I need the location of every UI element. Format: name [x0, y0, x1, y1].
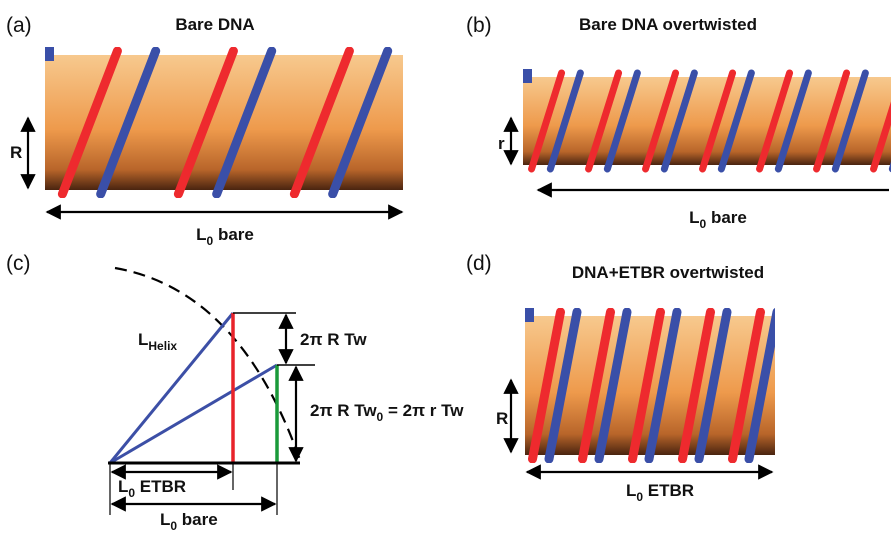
- strand-blue: [660, 69, 698, 173]
- strand-red: [699, 69, 737, 173]
- strand-red: [528, 69, 566, 173]
- strand-blue: [603, 69, 641, 173]
- cylinders: [45, 47, 891, 463]
- panel-title: Bare DNA overtwisted: [579, 15, 757, 34]
- strand-blue: [594, 308, 632, 463]
- strand-red: [578, 308, 615, 463]
- twist0-label: 2π R Tw0 = 2π r Tw: [310, 401, 464, 424]
- helix-line: [108, 312, 235, 464]
- panel-label: (a): [6, 14, 32, 37]
- strand-red: [57, 47, 122, 198]
- strand-red: [756, 69, 794, 173]
- strand-red: [289, 47, 354, 198]
- strand-red: [628, 308, 665, 463]
- strand-blue: [694, 308, 732, 463]
- helix-strands: [528, 69, 891, 173]
- etbr-label: L0 ETBR: [118, 477, 186, 500]
- helix-strands: [57, 47, 504, 198]
- panel-label: (d): [466, 252, 492, 275]
- strand-red: [585, 69, 623, 173]
- strand-red: [728, 308, 765, 463]
- length-label: L0 bare: [689, 208, 747, 231]
- strand-blue: [744, 308, 775, 463]
- helix-strands: [528, 308, 827, 463]
- twist-label: 2π R Tw: [300, 330, 367, 349]
- radius-label: R: [10, 143, 22, 162]
- strand-red: [528, 308, 565, 463]
- length-label: L0 bare: [196, 225, 254, 248]
- strand-red: [870, 101, 891, 173]
- helix-label: LHelix: [138, 330, 177, 353]
- strand-blue: [717, 69, 755, 173]
- strand-red: [173, 47, 238, 198]
- strand-blue: [449, 51, 504, 194]
- strand-blue: [212, 47, 277, 198]
- strand-red: [783, 312, 811, 459]
- panel-label: (c): [6, 252, 31, 275]
- strand-blue: [546, 69, 584, 173]
- radius-label: R: [496, 409, 508, 428]
- radius-label: r: [498, 134, 505, 153]
- panel-title: DNA+ETBR overtwisted: [572, 263, 764, 282]
- dashed-arc: [114, 266, 302, 461]
- bare-label: L0 bare: [160, 510, 218, 533]
- panel-label: (b): [466, 14, 492, 37]
- strand-blue: [831, 69, 869, 173]
- helix-line: [109, 363, 278, 465]
- strand-red: [642, 69, 680, 173]
- strand-red: [678, 308, 715, 463]
- strand-end: [525, 308, 534, 322]
- strand-end: [523, 69, 532, 83]
- strand-blue: [799, 312, 827, 459]
- panel-title: Bare DNA: [175, 15, 254, 34]
- strand-blue: [774, 69, 812, 173]
- strand-end: [45, 47, 54, 61]
- strand-red: [410, 51, 465, 194]
- strand-blue: [544, 308, 582, 463]
- length-label: L0 ETBR: [626, 481, 694, 504]
- strand-blue: [644, 308, 682, 463]
- strand-red: [813, 69, 851, 173]
- strand-blue: [328, 47, 393, 198]
- strand-blue: [96, 47, 161, 198]
